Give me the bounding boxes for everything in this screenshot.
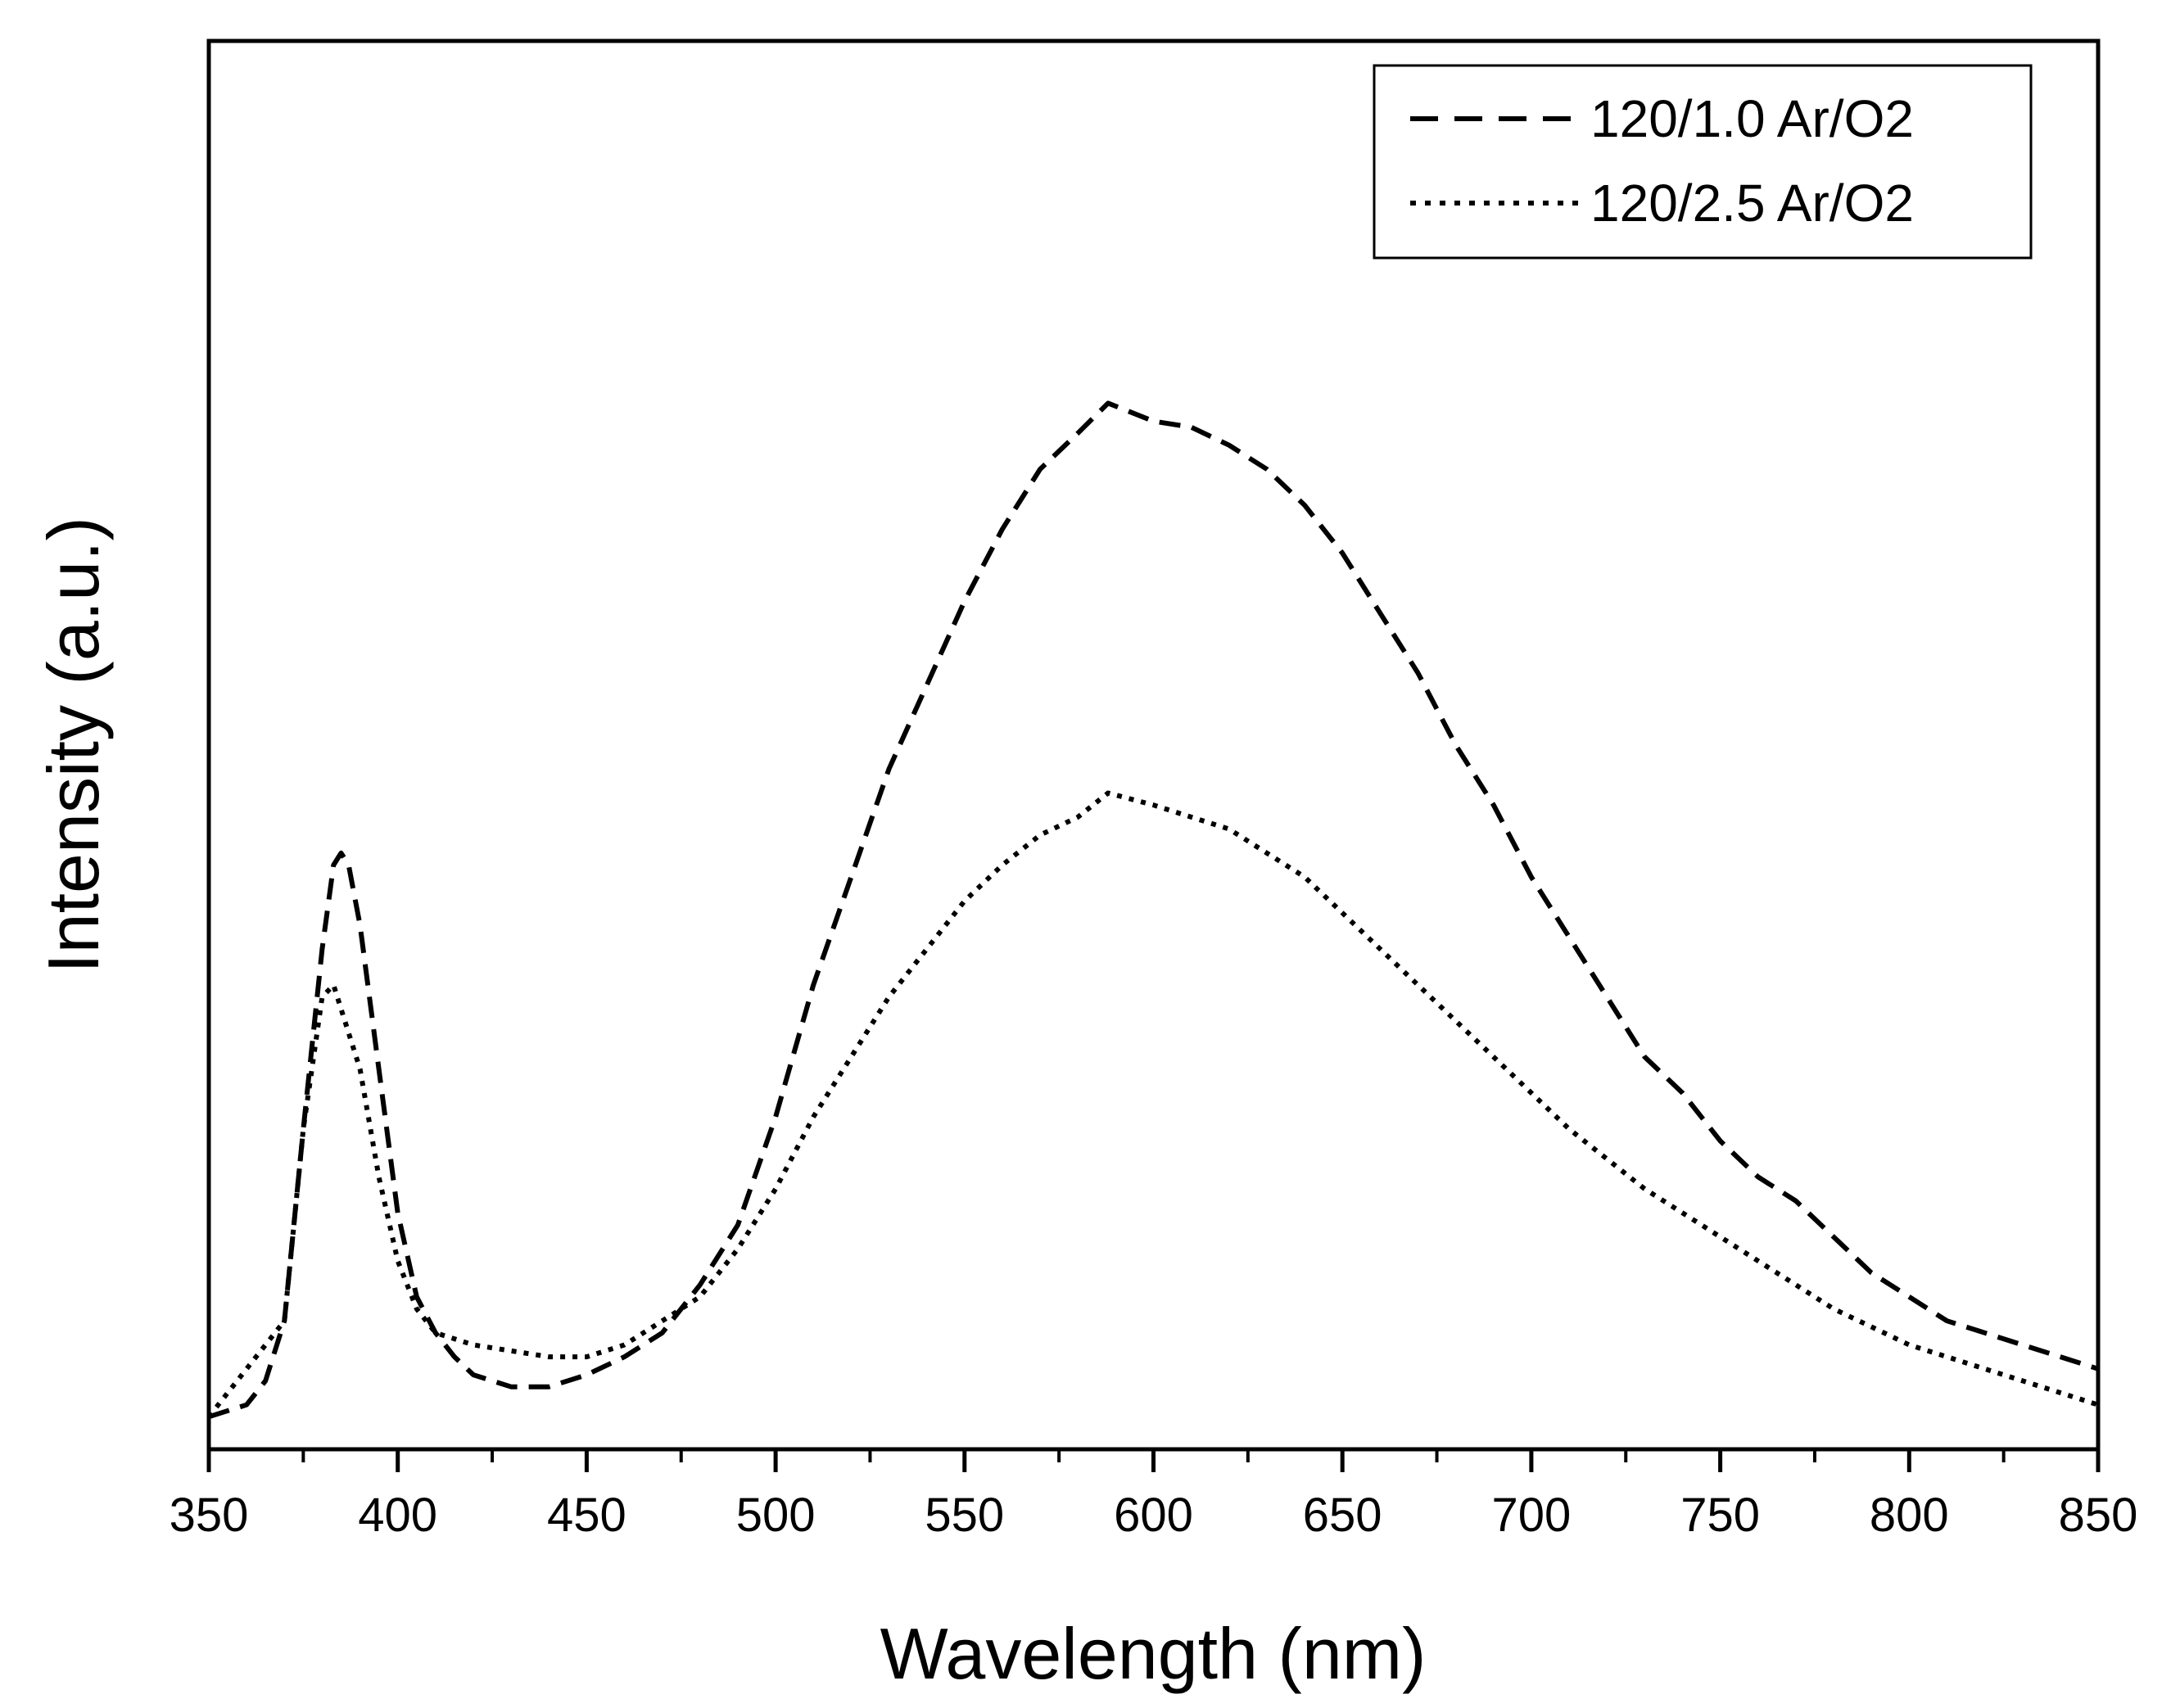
- legend: 120/1.0 Ar/O2 120/2.5 Ar/O2: [1373, 64, 2033, 260]
- series-line-2: [206, 790, 2099, 1419]
- x-tick-label: 700: [1492, 1489, 1572, 1542]
- legend-label-series-2: 120/2.5 Ar/O2: [1590, 174, 1914, 233]
- x-tick-label: 350: [170, 1489, 249, 1542]
- x-axis: 350 400 450 500 550 600 650 700 750 800 850: [170, 1449, 2138, 1542]
- legend-box: [1373, 64, 2033, 260]
- x-tick-label: 650: [1303, 1489, 1382, 1542]
- x-tick-label: 400: [358, 1489, 437, 1542]
- x-tick-label: 450: [547, 1489, 626, 1542]
- x-tick-label: 500: [736, 1489, 816, 1542]
- y-axis-title: Intensity (a.u.): [33, 517, 114, 974]
- x-tick-label: 750: [1680, 1489, 1760, 1542]
- series-line-1: [208, 400, 2099, 1420]
- x-tick-label: 800: [1870, 1489, 1949, 1542]
- x-axis-title: Wavelength (nm): [880, 1613, 1427, 1694]
- x-tick-label: 850: [2059, 1489, 2138, 1542]
- x-tick-label: 600: [1114, 1489, 1193, 1542]
- legend-label-series-1: 120/1.0 Ar/O2: [1590, 89, 1914, 148]
- series-layer: [206, 400, 2099, 1420]
- x-tick-label: 550: [925, 1489, 1004, 1542]
